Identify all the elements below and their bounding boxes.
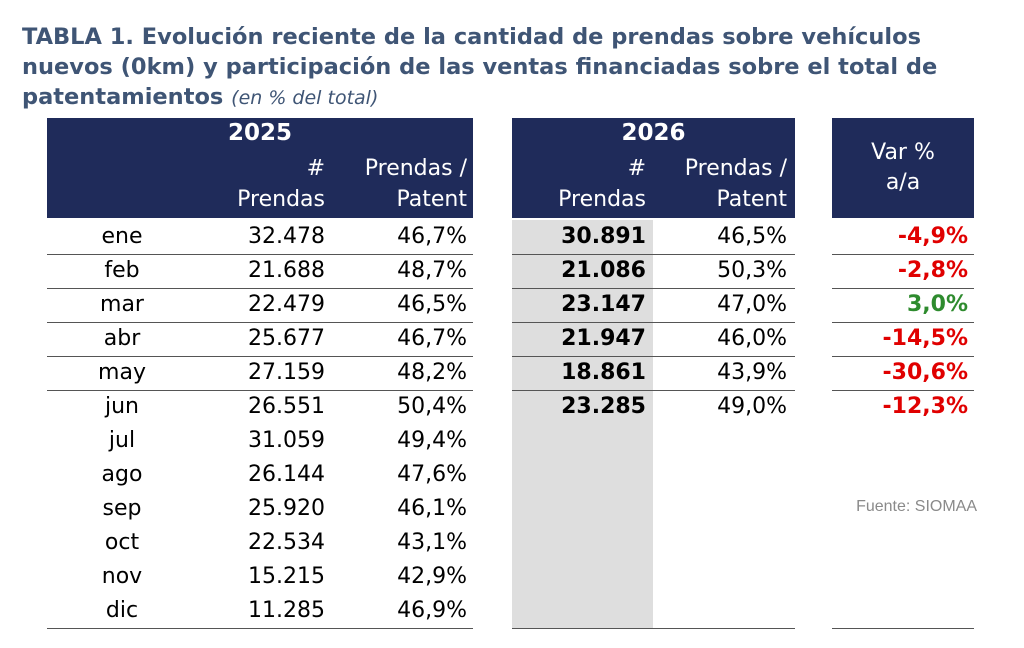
month-label: jun bbox=[105, 394, 139, 419]
pct-2025: 46,7% bbox=[397, 224, 467, 249]
prendas-2025: 32.478 bbox=[248, 224, 325, 249]
prendas-2025: 25.677 bbox=[248, 326, 325, 351]
pct-2025: 46,5% bbox=[397, 292, 467, 317]
title-main: TABLA 1. Evolución reciente de la cantid… bbox=[22, 24, 938, 110]
table-row-2025: abr 25.677 46,7% bbox=[47, 322, 473, 357]
month-label: abr bbox=[103, 326, 141, 351]
table-row-2026 bbox=[512, 594, 795, 629]
pct-2025: 48,7% bbox=[397, 258, 467, 283]
table-row-var bbox=[832, 594, 974, 629]
pct-2026: 47,0% bbox=[717, 292, 787, 317]
header-prendas-2026: Prendas bbox=[558, 187, 646, 212]
prendas-2025: 22.534 bbox=[248, 530, 325, 555]
table-title: TABLA 1. Evolución reciente de la cantid… bbox=[22, 22, 1012, 113]
prendas-2026: 21.947 bbox=[561, 326, 646, 351]
table-row-2026: 21.947 46,0% bbox=[512, 322, 795, 357]
prendas-2025: 21.688 bbox=[248, 258, 325, 283]
prendas-2025: 25.920 bbox=[248, 496, 325, 521]
table-row-2026: 23.285 49,0% bbox=[512, 390, 795, 424]
var-aa-value: -4,9% bbox=[897, 224, 968, 249]
table-row-2026: 21.086 50,3% bbox=[512, 254, 795, 289]
header-hash-2025: # bbox=[306, 156, 325, 181]
prendas-2026: 23.147 bbox=[561, 292, 646, 317]
var-aa-value: -30,6% bbox=[882, 360, 968, 385]
header-var-line1: Var % bbox=[871, 140, 935, 165]
var-aa-value: 3,0% bbox=[906, 292, 968, 317]
var-aa-value: -2,8% bbox=[897, 258, 968, 283]
month-label: may bbox=[98, 360, 146, 385]
pct-2026: 43,9% bbox=[717, 360, 787, 385]
table-row-2026: 23.147 47,0% bbox=[512, 288, 795, 323]
prendas-2026: 23.285 bbox=[561, 394, 646, 419]
month-label: nov bbox=[101, 564, 143, 589]
header-2026: 2026 # Prendas Prendas / Patent bbox=[512, 118, 795, 218]
table-row-2025: ene 32.478 46,7% bbox=[47, 220, 473, 255]
header-patent-2026: Patent bbox=[716, 187, 788, 212]
header-prendas-slash-2026: Prendas / bbox=[684, 156, 787, 181]
title-subtitle: (en % del total) bbox=[231, 87, 379, 109]
table-row-2025: may 27.159 48,2% bbox=[47, 356, 473, 391]
prendas-2025: 22.479 bbox=[248, 292, 325, 317]
table-row-2026: 30.891 46,5% bbox=[512, 220, 795, 255]
table-row-2025: jun 26.551 50,4% bbox=[47, 390, 473, 424]
table-row-var: -4,9% bbox=[832, 220, 974, 255]
pct-2025: 42,9% bbox=[397, 564, 467, 589]
table-row-var: -30,6% bbox=[832, 356, 974, 391]
table-row-2025: oct 22.534 43,1% bbox=[47, 526, 473, 560]
header-year-2026: 2026 bbox=[621, 120, 686, 146]
month-label: oct bbox=[104, 530, 140, 555]
table-row-2026: 18.861 43,9% bbox=[512, 356, 795, 391]
pct-2025: 49,4% bbox=[397, 428, 467, 453]
header-year-2025: 2025 bbox=[227, 120, 292, 146]
pct-2025: 46,7% bbox=[397, 326, 467, 351]
prendas-2025: 26.144 bbox=[248, 462, 325, 487]
table-row-2025: sep 25.920 46,1% bbox=[47, 492, 473, 526]
table-row-var: -12,3% bbox=[832, 390, 974, 424]
table-row-2025: nov 15.215 42,9% bbox=[47, 560, 473, 594]
month-label: jul bbox=[108, 428, 136, 453]
pct-2026: 50,3% bbox=[717, 258, 787, 283]
table-row-2025: mar 22.479 46,5% bbox=[47, 288, 473, 323]
header-var: Var % a/a bbox=[832, 118, 974, 218]
header-prendas-slash-2025: Prendas / bbox=[364, 156, 467, 181]
source-note: Fuente: SIOMAA bbox=[856, 498, 977, 515]
table-row-var: -2,8% bbox=[832, 254, 974, 289]
month-label: dic bbox=[105, 598, 139, 623]
table-row-var: 3,0% bbox=[832, 288, 974, 323]
var-aa-value: -14,5% bbox=[882, 326, 968, 351]
month-label: ago bbox=[101, 462, 143, 487]
header-hash-2026: # bbox=[627, 156, 646, 181]
prendas-2025: 15.215 bbox=[248, 564, 325, 589]
pct-2025: 46,9% bbox=[397, 598, 467, 623]
pct-2025: 43,1% bbox=[397, 530, 467, 555]
pct-2025: 50,4% bbox=[397, 394, 467, 419]
prendas-2025: 27.159 bbox=[248, 360, 325, 385]
header-2025: 2025 # Prendas Prendas / Patent bbox=[47, 118, 473, 218]
pct-2026: 46,5% bbox=[717, 224, 787, 249]
pct-2025: 46,1% bbox=[397, 496, 467, 521]
prendas-2026: 30.891 bbox=[561, 224, 646, 249]
header-patent-2025: Patent bbox=[396, 187, 468, 212]
month-label: feb bbox=[104, 258, 140, 283]
table-row-2025: ago 26.144 47,6% bbox=[47, 458, 473, 492]
table-row-2025: feb 21.688 48,7% bbox=[47, 254, 473, 289]
prendas-2026: 21.086 bbox=[561, 258, 646, 283]
pct-2026: 46,0% bbox=[717, 326, 787, 351]
pct-2026: 49,0% bbox=[717, 394, 787, 419]
table-row-2025: jul 31.059 49,4% bbox=[47, 424, 473, 458]
month-label: mar bbox=[100, 292, 144, 317]
var-aa-value: -12,3% bbox=[882, 394, 968, 419]
header-prendas-2025: Prendas bbox=[237, 187, 325, 212]
prendas-2025: 11.285 bbox=[248, 598, 325, 623]
table-row-var: -14,5% bbox=[832, 322, 974, 357]
month-label: ene bbox=[101, 224, 143, 249]
pct-2025: 47,6% bbox=[397, 462, 467, 487]
pct-2025: 48,2% bbox=[397, 360, 467, 385]
header-var-line2: a/a bbox=[885, 170, 921, 195]
table-row-2025: dic 11.285 46,9% bbox=[47, 594, 473, 629]
prendas-2025: 31.059 bbox=[248, 428, 325, 453]
month-label: sep bbox=[102, 496, 142, 521]
prendas-2025: 26.551 bbox=[248, 394, 325, 419]
prendas-2026: 18.861 bbox=[561, 360, 646, 385]
